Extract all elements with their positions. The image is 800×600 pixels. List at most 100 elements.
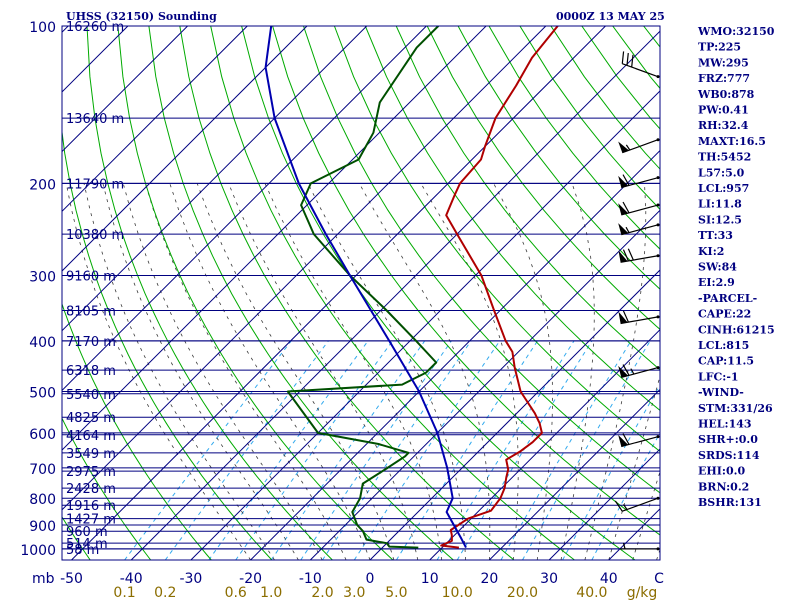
- height-label: 10380 m: [66, 228, 124, 243]
- dry-adiabat: [86, 26, 333, 560]
- height-label: 11790 m: [66, 177, 124, 192]
- index-item: TH:5452: [698, 151, 751, 164]
- pressure-tick-label: 300: [29, 269, 56, 285]
- isotherm: [548, 448, 660, 560]
- height-label: 960 m: [66, 525, 108, 540]
- moist-adiabat: [83, 183, 275, 560]
- pressure-tick-label: 400: [29, 335, 56, 351]
- height-label: 4825 m: [66, 411, 116, 426]
- isotherm: [130, 30, 660, 560]
- mixing-ratio-line: [456, 340, 593, 560]
- moist-adiabat: [65, 183, 251, 560]
- pressure-tick-label: 800: [29, 492, 56, 508]
- mixing-ratio-tick-label: 10.0: [442, 585, 473, 600]
- temperature-unit-label: C: [654, 571, 664, 587]
- temperature-tick-label: -40: [120, 571, 143, 587]
- dry-adiabat: [581, 26, 660, 130]
- height-label: 5540 m: [66, 388, 116, 403]
- temperature-tick-label: -10: [299, 571, 322, 587]
- height-label: 3549 m: [66, 447, 116, 462]
- isotherm: [0, 26, 9, 560]
- isotherm: [71, 26, 606, 560]
- index-item: LCL:815: [698, 339, 749, 352]
- moist-adiabat: [144, 183, 347, 560]
- dry-adiabat: [488, 26, 660, 250]
- isotherm: [62, 26, 308, 272]
- index-item: KI:2: [698, 245, 724, 258]
- moist-adiabat: [608, 374, 660, 560]
- dry-adiabat: [395, 26, 660, 371]
- temperature-tick-label: 10: [421, 571, 439, 587]
- temperature-tick-label: 20: [480, 571, 498, 587]
- height-label: 8105 m: [66, 305, 116, 320]
- dry-adiabat: [62, 417, 152, 560]
- index-item: SHR+:0.0: [698, 433, 758, 446]
- moist-adiabat: [584, 183, 647, 560]
- height-label: 9160 m: [66, 269, 116, 284]
- moist-adiabat: [169, 183, 371, 560]
- moist-adiabat: [196, 183, 395, 560]
- mixing-ratio-tick-label: 40.0: [576, 585, 607, 600]
- wind-barb: [618, 223, 660, 236]
- height-label: 7170 m: [66, 335, 116, 350]
- pressure-tick-label: 500: [29, 386, 56, 402]
- mixing-ratio-tick-label: 2.0: [311, 585, 333, 600]
- index-item: PW:0.41: [698, 104, 749, 117]
- index-item: WMO:32150: [697, 25, 775, 38]
- moist-adiabat: [632, 470, 660, 560]
- height-label: 6318 m: [66, 364, 116, 379]
- mixing-ratio-line: [208, 340, 369, 560]
- index-item: SRDS:114: [698, 449, 760, 462]
- moist-adiabat: [358, 183, 491, 560]
- isotherm: [62, 26, 427, 392]
- isotherm: [62, 26, 248, 213]
- wind-barb: [618, 248, 660, 263]
- header-date: 0000Z 13 MAY 25: [556, 10, 665, 23]
- wind-barb: [618, 138, 660, 154]
- dry-adiabat: [426, 26, 660, 331]
- dry-adiabat: [148, 26, 454, 560]
- wind-barb: [621, 51, 660, 79]
- mixing-ratio-tick-label: 5.0: [385, 585, 407, 600]
- mixing-ratio-line: [500, 340, 632, 560]
- wind-barb: [618, 174, 660, 189]
- index-item: LI:11.8: [698, 198, 742, 211]
- pressure-tick-label: 100: [29, 20, 56, 36]
- height-label: 16260 m: [66, 20, 124, 35]
- indices-panel: WMO:32150 TP:225 MW:295 FRZ:777 WB0:878 PW:0.…: [697, 25, 775, 509]
- parcel-profile: [264, 26, 467, 549]
- index-item: CAPE:22: [698, 308, 751, 321]
- dry-adiabat: [457, 26, 660, 290]
- height-label: 514 m: [66, 537, 108, 552]
- mixing-ratio-line: [164, 340, 329, 560]
- moist-adiabat: [493, 183, 553, 560]
- mixing-ratio-tick-label: 20.0: [507, 585, 538, 600]
- index-item: LCL:957: [698, 182, 749, 195]
- mixing-ratio-line: [124, 340, 292, 560]
- dry-adiabat: [62, 128, 273, 560]
- index-item: SW:84: [698, 261, 737, 274]
- moist-adiabat: [228, 183, 419, 560]
- header-title: UHSS (32150) Sounding: [66, 10, 217, 23]
- index-item: MW:295: [698, 56, 749, 69]
- wind-barb: [618, 364, 660, 378]
- isotherm: [62, 26, 487, 451]
- dry-adiabat: [62, 302, 212, 560]
- dry-adiabat: [767, 26, 800, 560]
- temperature-tick-label: -30: [179, 571, 202, 587]
- mixing-ratio-line: [436, 340, 575, 560]
- index-item: WB0:878: [697, 88, 755, 101]
- temperature-tick-label: 0: [366, 571, 375, 587]
- dry-adiabat: [179, 26, 515, 560]
- pressure-unit-label: mb: [32, 571, 55, 587]
- isotherm: [62, 26, 69, 33]
- mixing-ratio-line: [300, 340, 452, 560]
- dry-adiabat: [303, 26, 660, 494]
- temperature-tick-label: 40: [600, 571, 618, 587]
- height-label: 2975 m: [66, 465, 116, 480]
- mixing-ratio-tick-label: 0.6: [225, 585, 247, 600]
- temperature-tick-label: -20: [239, 571, 262, 587]
- index-item: TP:225: [698, 41, 741, 54]
- mixing-ratio-line: [522, 340, 651, 560]
